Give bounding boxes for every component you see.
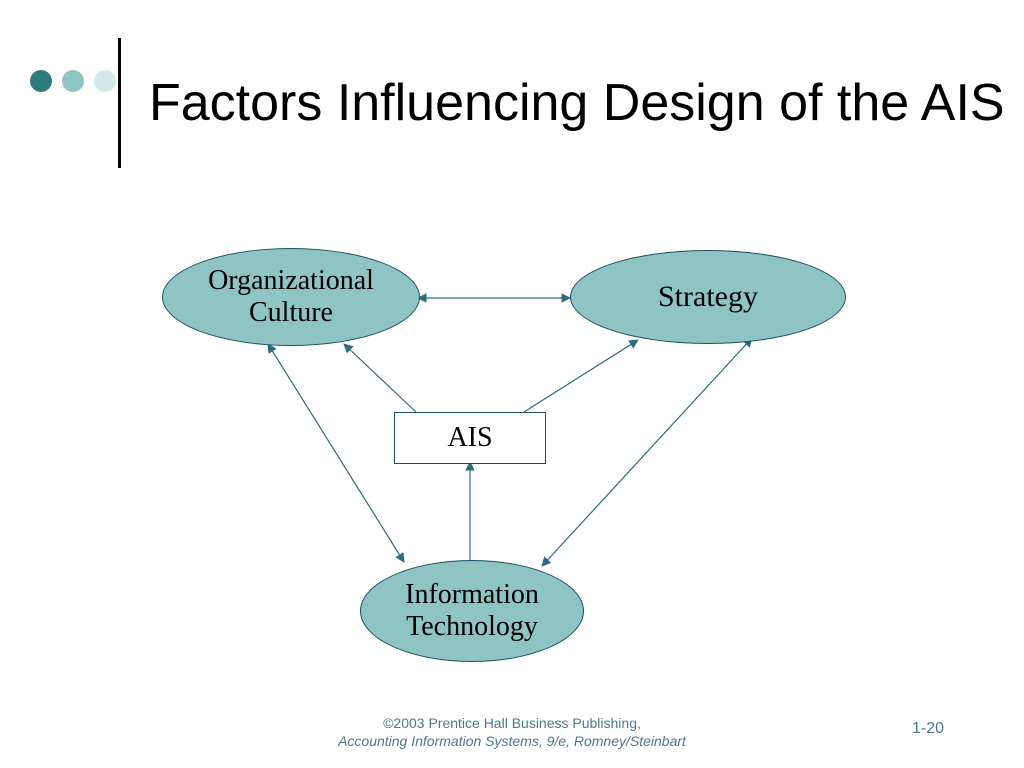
node-label: OrganizationalCulture bbox=[208, 265, 374, 329]
footer-line1: ©2003 Prentice Hall Business Publishing, bbox=[0, 714, 1024, 732]
node-information-technology: InformationTechnology bbox=[360, 560, 584, 662]
dot-icon bbox=[30, 70, 52, 92]
decoration-dots bbox=[30, 70, 116, 92]
slide-title: Factors Influencing Design of the AIS bbox=[149, 74, 1005, 132]
node-ais: AIS bbox=[394, 412, 546, 464]
dot-icon bbox=[62, 70, 84, 92]
node-label: InformationTechnology bbox=[405, 579, 539, 643]
node-org-culture: OrganizationalCulture bbox=[162, 248, 420, 346]
slide-container: Factors Influencing Design of the AIS Or… bbox=[0, 0, 1024, 768]
node-label: AIS bbox=[447, 422, 492, 454]
footer-line2: Accounting Information Systems, 9/e, Rom… bbox=[0, 732, 1024, 750]
page-number: 1-20 bbox=[912, 720, 944, 738]
title-container: Factors Influencing Design of the AIS bbox=[118, 38, 1005, 168]
node-label: Strategy bbox=[658, 280, 758, 315]
node-strategy: Strategy bbox=[570, 250, 846, 344]
footer: ©2003 Prentice Hall Business Publishing,… bbox=[0, 714, 1024, 750]
dot-icon bbox=[94, 70, 116, 92]
